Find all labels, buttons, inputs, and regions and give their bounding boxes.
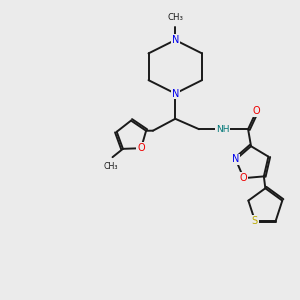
Text: O: O [240, 173, 247, 183]
Text: N: N [172, 35, 179, 45]
Text: N: N [232, 154, 239, 164]
Text: O: O [137, 143, 145, 153]
Text: CH₃: CH₃ [104, 162, 118, 171]
Text: CH₃: CH₃ [167, 13, 183, 22]
Text: S: S [252, 215, 258, 226]
Text: N: N [172, 88, 179, 98]
Text: NH: NH [216, 125, 230, 134]
Text: O: O [253, 106, 260, 116]
